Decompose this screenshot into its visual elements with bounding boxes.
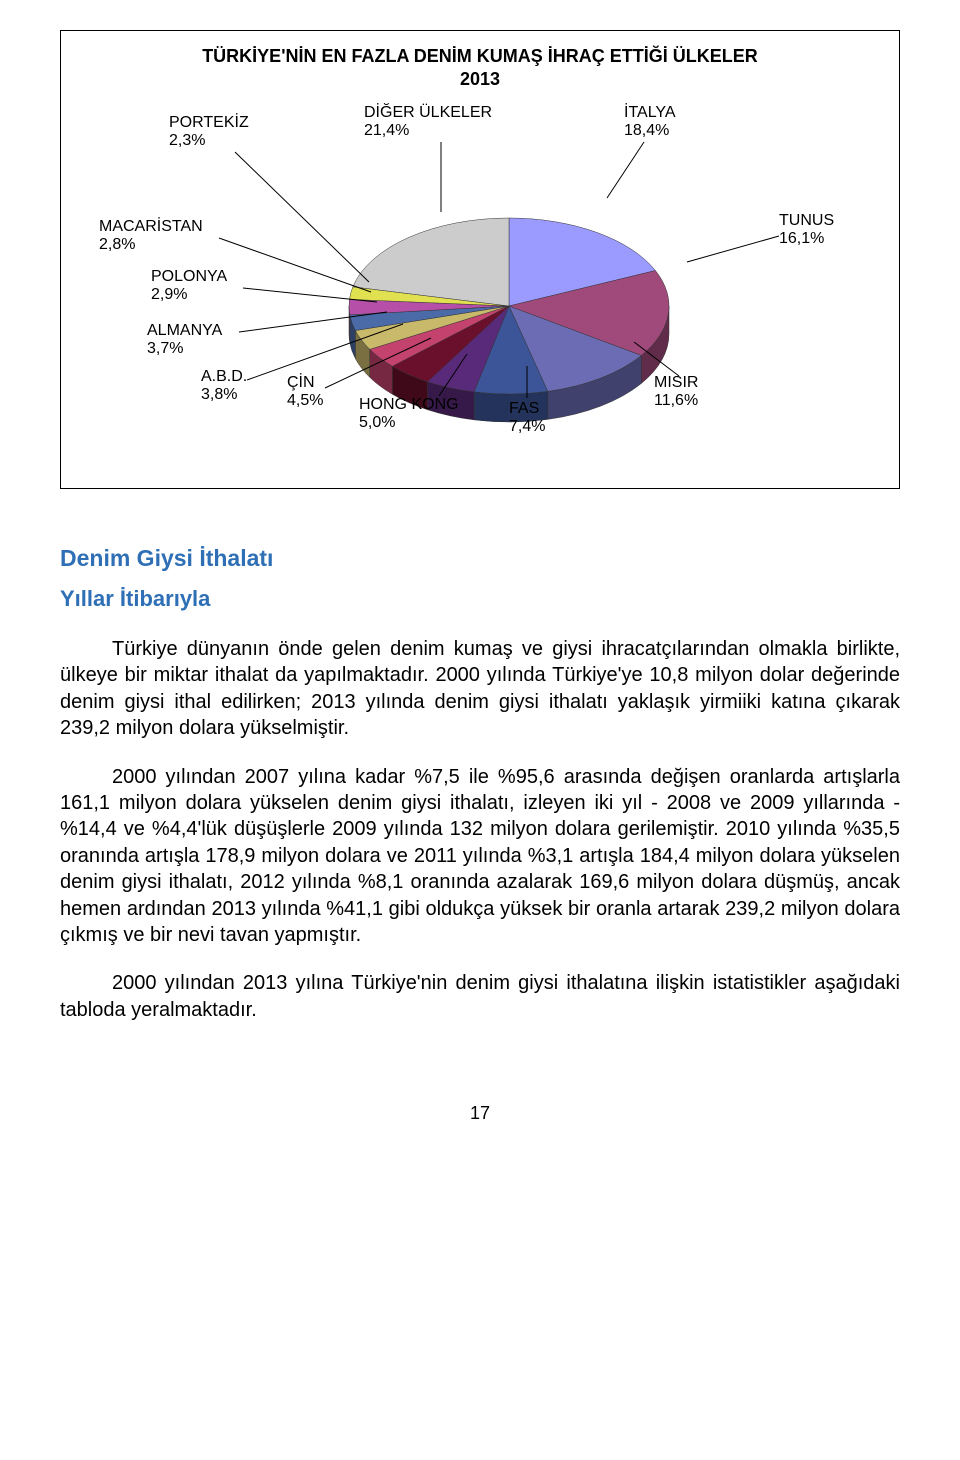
slice-label-çi-n: ÇİN4,5%: [287, 374, 323, 411]
slice-label-porteki-z: PORTEKİZ2,3%: [169, 114, 249, 151]
slice-name: HONG KONG: [359, 396, 459, 413]
slice-pct: 3,7%: [147, 340, 183, 357]
pie-chart-frame: TÜRKİYE'NİN EN FAZLA DENİM KUMAŞ İHRAÇ E…: [60, 30, 900, 489]
pie-chart: İTALYA18,4% TUNUS16,1% MISIR11,6% FAS7,4% HO…: [79, 96, 881, 476]
chart-title: TÜRKİYE'NİN EN FAZLA DENİM KUMAŞ İHRAÇ E…: [79, 45, 881, 90]
slice-pct: 2,8%: [99, 236, 135, 253]
slice-name: DİĞER ÜLKELER: [364, 104, 492, 121]
slice-pct: 16,1%: [779, 230, 824, 247]
chart-title-line1: TÜRKİYE'NİN EN FAZLA DENİM KUMAŞ İHRAÇ E…: [202, 46, 758, 66]
slice-pct: 11,6%: [654, 392, 698, 409]
slice-pct: 3,8%: [201, 386, 237, 403]
paragraph-1: Türkiye dünyanın önde gelen denim kumaş …: [60, 636, 900, 742]
slice-pct: 2,3%: [169, 132, 205, 149]
slice-name: A.B.D.: [201, 368, 247, 385]
slice-pct: 7,4%: [509, 418, 545, 435]
slice-name: ÇİN: [287, 374, 315, 391]
chart-title-line2: 2013: [460, 69, 500, 89]
page-number: 17: [60, 1103, 900, 1124]
slice-label-fas: FAS7,4%: [509, 400, 545, 437]
slice-label-di-ğer-ülkeler: DİĞER ÜLKELER21,4%: [364, 104, 492, 141]
slice-label-i-talya: İTALYA18,4%: [624, 104, 676, 141]
slice-label-tunus: TUNUS16,1%: [779, 212, 834, 249]
slice-pct: 21,4%: [364, 122, 409, 139]
slice-name: MISIR: [654, 374, 698, 391]
slice-name: MACARİSTAN: [99, 218, 203, 235]
slice-label-hong-kong: HONG KONG5,0%: [359, 396, 459, 433]
section-subtitle: Yıllar İtibarıyla: [60, 586, 900, 612]
slice-pct: 2,9%: [151, 286, 187, 303]
slice-pct: 4,5%: [287, 392, 323, 409]
slice-label-polonya: POLONYA2,9%: [151, 268, 227, 305]
slice-pct: 5,0%: [359, 414, 395, 431]
slice-name: ALMANYA: [147, 322, 222, 339]
slice-label-almanya: ALMANYA3,7%: [147, 322, 222, 359]
slice-label-macari-stan: MACARİSTAN2,8%: [99, 218, 203, 255]
slice-label-a-b-d-: A.B.D.3,8%: [201, 368, 247, 405]
slice-label-misir: MISIR11,6%: [654, 374, 698, 411]
paragraph-2: 2000 yılından 2007 yılına kadar %7,5 ile…: [60, 764, 900, 949]
slice-pct: 18,4%: [624, 122, 669, 139]
slice-name: İTALYA: [624, 104, 676, 121]
page: TÜRKİYE'NİN EN FAZLA DENİM KUMAŞ İHRAÇ E…: [0, 0, 960, 1164]
slice-name: PORTEKİZ: [169, 114, 249, 131]
slice-name: POLONYA: [151, 268, 227, 285]
section-title: Denim Giysi İthalatı: [60, 545, 900, 572]
slice-name: FAS: [509, 400, 539, 417]
slice-name: TUNUS: [779, 212, 834, 229]
paragraph-3: 2000 yılından 2013 yılına Türkiye'nin de…: [60, 970, 900, 1023]
